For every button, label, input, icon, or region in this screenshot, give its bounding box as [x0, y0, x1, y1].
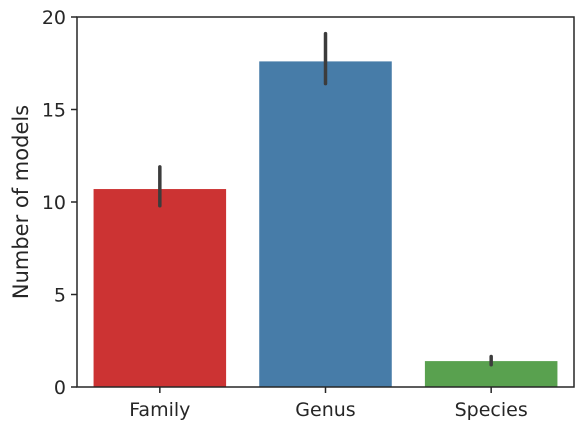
bar-genus [259, 61, 392, 388]
plot-frame [76, 16, 575, 388]
y-axis: 0 5 10 15 20 [42, 7, 77, 399]
y-tick-label: 20 [42, 7, 66, 29]
x-tick-label: Genus [295, 399, 355, 421]
y-axis-label: Number of models [9, 105, 33, 299]
y-tick-label: 10 [42, 192, 66, 214]
x-axis: Family Genus Species [129, 387, 528, 421]
y-tick-label: 0 [54, 377, 66, 399]
x-tick-label: Family [129, 399, 190, 421]
bars [93, 61, 558, 388]
error-bars [158, 31, 493, 367]
x-tick-label: Species [455, 399, 528, 421]
y-tick-label: 15 [42, 100, 66, 122]
y-tick-label: 5 [54, 285, 66, 307]
bar-family [93, 189, 227, 387]
